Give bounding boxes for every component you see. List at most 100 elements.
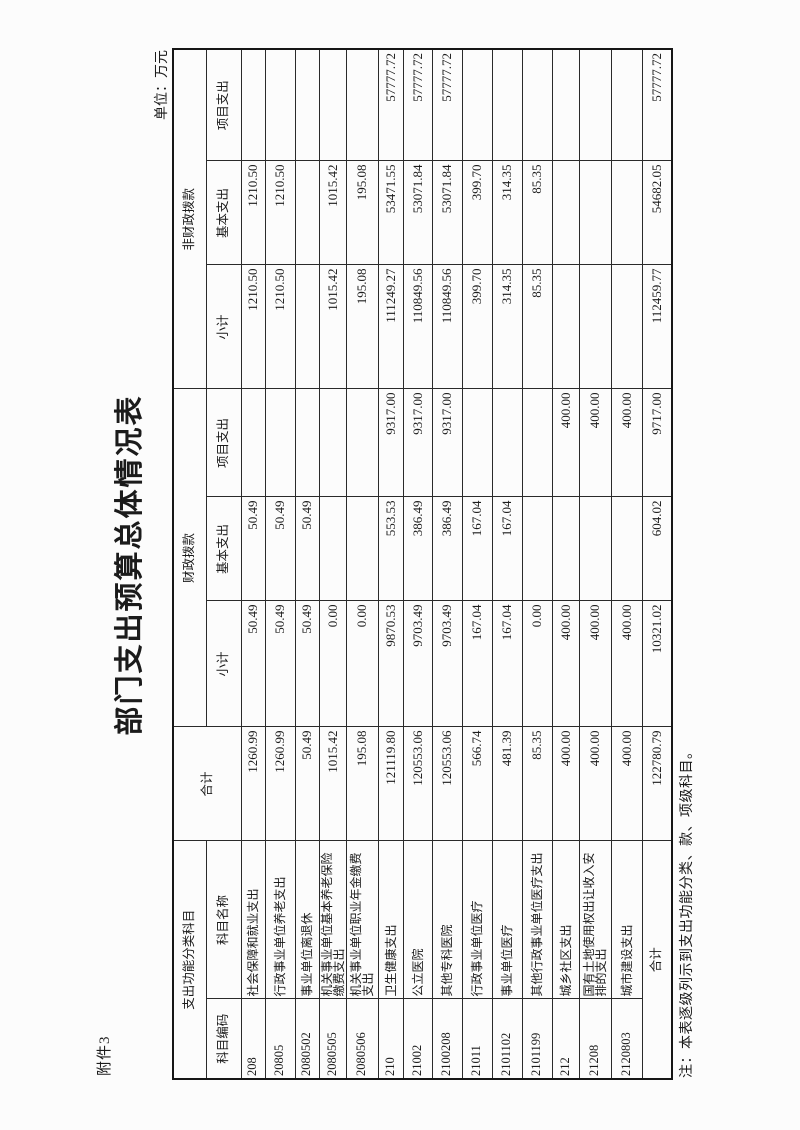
table-row: 212 城乡社区支出 400.00 400.00 400.00 (552, 48, 579, 1079)
cell-value: 9317.00 (403, 388, 432, 497)
cell-value (462, 48, 492, 161)
cell-value: 1015.42 (319, 160, 346, 265)
table-body: 208 社会保障和就业支出 1260.99 50.49 50.49 1210.50 1210… (241, 48, 672, 1079)
cell-value: 195.08 (346, 726, 378, 841)
table-row: 2080505 机关事业单位基本养老保险缴费支出 1015.42 0.00 1015.4… (319, 48, 346, 1079)
cell-code: 212 (552, 999, 579, 1079)
cell-value: 400.00 (611, 388, 642, 497)
cell-value: 9703.49 (403, 600, 432, 727)
cell-value (611, 264, 642, 389)
header-fiscal-group: 财政拨款 (173, 388, 206, 727)
cell-value (319, 48, 346, 161)
header-fiscal-subtotal: 小计 (206, 600, 241, 727)
header-nonfiscal-subtotal: 小计 (206, 264, 241, 389)
cell-value: 1260.99 (241, 726, 265, 841)
cell-value: 57777.72 (432, 48, 462, 161)
cell-value: 50.49 (295, 600, 319, 727)
cell-value: 50.49 (295, 496, 319, 601)
table-row: 21002 公立医院 120553.06 9703.49 386.49 9317.00 11… (403, 48, 432, 1079)
total-cell-value: 54682.05 (642, 160, 672, 265)
cell-code: 20805 (265, 999, 295, 1079)
cell-value: 553.53 (378, 496, 403, 601)
cell-code: 210 (378, 999, 403, 1079)
header-nonfiscal-project: 项目支出 (206, 48, 241, 161)
cell-value: 85.35 (522, 160, 552, 265)
cell-value: 386.49 (432, 496, 462, 601)
cell-value: 400.00 (611, 726, 642, 841)
cell-value: 1210.50 (241, 264, 265, 389)
cell-code: 2101102 (492, 999, 522, 1079)
cell-value: 1015.42 (319, 264, 346, 389)
cell-name: 社会保障和就业支出 (241, 840, 265, 999)
cell-value: 121119.80 (378, 726, 403, 841)
cell-value: 53471.55 (378, 160, 403, 265)
cell-value (552, 160, 579, 265)
cell-value (492, 388, 522, 497)
cell-value (462, 388, 492, 497)
cell-code: 21011 (462, 999, 492, 1079)
cell-value: 566.74 (462, 726, 492, 841)
cell-value: 167.04 (492, 496, 522, 601)
cell-name: 国有土地使用权出让收入安排的支出 (579, 840, 611, 999)
cell-value: 400.00 (552, 600, 579, 727)
cell-value: 50.49 (295, 726, 319, 841)
header-code: 科目编码 (206, 999, 241, 1079)
cell-name: 行政事业单位医疗 (462, 840, 492, 999)
cell-value: 53071.84 (432, 160, 462, 265)
cell-value: 0.00 (522, 600, 552, 727)
cell-value (346, 388, 378, 497)
cell-value: 57777.72 (403, 48, 432, 161)
cell-code: 208 (241, 999, 265, 1079)
cell-name: 行政事业单位养老支出 (265, 840, 295, 999)
cell-value: 399.70 (462, 160, 492, 265)
table-row: 2080506 机关事业单位职业年金缴费支出 195.08 0.00 195.08 195… (346, 48, 378, 1079)
header-nonfiscal-basic: 基本支出 (206, 160, 241, 265)
cell-value: 120553.06 (432, 726, 462, 841)
cell-value: 1210.50 (241, 160, 265, 265)
header-row-groups: 支出功能分类科目 合计 财政拨款 非财政拨款 (173, 48, 241, 1079)
total-cell-value: 604.02 (642, 496, 672, 601)
cell-value (552, 48, 579, 161)
header-func-group: 支出功能分类科目 (173, 840, 206, 1079)
cell-value: 400.00 (579, 388, 611, 497)
budget-table: 支出功能分类科目 合计 财政拨款 非财政拨款 科目编码 科目名称 小计 基本支出… (172, 47, 673, 1080)
cell-name: 机关事业单位职业年金缴费支出 (346, 840, 378, 999)
table-row: 210 卫生健康支出 121119.80 9870.53 553.53 9317.00 11… (378, 48, 403, 1079)
cell-code: 2080505 (319, 999, 346, 1079)
cell-value (319, 496, 346, 601)
table-row: 2101199 其他行政事业单位医疗支出 85.35 0.00 85.35 85.35 (522, 48, 552, 1079)
total-cell-value: 122780.79 (642, 726, 672, 841)
table-header: 支出功能分类科目 合计 财政拨款 非财政拨款 科目编码 科目名称 小计 基本支出… (173, 48, 241, 1079)
table-row: 2100208 其他专科医院 120553.06 9703.49 386.49 9317.… (432, 48, 462, 1079)
header-nonfiscal-group: 非财政拨款 (173, 48, 206, 389)
cell-value (241, 48, 265, 161)
cell-value: 314.35 (492, 160, 522, 265)
cell-value: 167.04 (462, 496, 492, 601)
cell-value (265, 388, 295, 497)
cell-name: 卫生健康支出 (378, 840, 403, 999)
unit-label: 单位：万元 (155, 50, 170, 120)
cell-value: 167.04 (492, 600, 522, 727)
table-row: 2120803 城市建设支出 400.00 400.00 400.00 (611, 48, 642, 1079)
cell-value: 400.00 (579, 726, 611, 841)
cell-value: 9870.53 (378, 600, 403, 727)
table-row: 2080502 事业单位离退休 50.49 50.49 50.49 (295, 48, 319, 1079)
table-row: 20805 行政事业单位养老支出 1260.99 50.49 50.49 1210.50 1… (265, 48, 295, 1079)
cell-code: 2080506 (346, 999, 378, 1079)
cell-value: 314.35 (492, 264, 522, 389)
cell-code: 2120803 (611, 999, 642, 1079)
page-title: 部门支出预算总体情况表 (114, 394, 146, 736)
cell-value (346, 496, 378, 601)
cell-value: 0.00 (346, 600, 378, 727)
cell-value: 111249.27 (378, 264, 403, 389)
cell-value: 400.00 (579, 600, 611, 727)
cell-value: 85.35 (522, 726, 552, 841)
cell-value: 57777.72 (378, 48, 403, 161)
cell-name: 其他行政事业单位医疗支出 (522, 840, 552, 999)
cell-value (579, 160, 611, 265)
cell-value (295, 160, 319, 265)
cell-code: 2101199 (522, 999, 552, 1079)
total-cell-value: 57777.72 (642, 48, 672, 161)
